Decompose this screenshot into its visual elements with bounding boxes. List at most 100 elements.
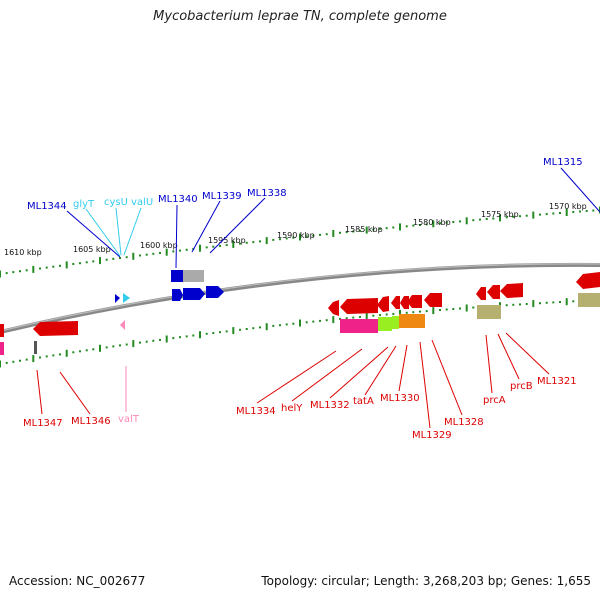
scale-dot <box>212 332 215 334</box>
scale-dot <box>472 219 475 222</box>
gene-left-edge-box[interactable] <box>0 342 4 355</box>
gene-ml1347-box[interactable] <box>34 341 37 354</box>
gene-label-prcb[interactable]: prcB <box>510 381 533 392</box>
gene-label-ml1346[interactable]: ML1346 <box>71 416 111 427</box>
gene-label-ml1340[interactable]: ML1340 <box>158 194 198 205</box>
gene-ml1330-box[interactable] <box>399 314 425 328</box>
scale-dot <box>552 212 555 215</box>
gene-ml1321-arrow[interactable] <box>500 283 523 298</box>
gene-left-edge[interactable] <box>0 324 4 337</box>
scale-dot <box>319 233 321 236</box>
genome-backbone-highlight <box>0 263 600 332</box>
scale-dot <box>5 272 8 275</box>
scale-dot <box>572 211 575 213</box>
scale-dot <box>112 257 115 260</box>
gene-ml1315-box[interactable] <box>578 293 600 307</box>
scale-dot <box>125 256 128 259</box>
gene-label-ml1315[interactable]: ML1315 <box>543 157 583 168</box>
scale-dot <box>419 310 421 313</box>
scale-dot <box>39 267 41 270</box>
scale-dot <box>525 214 528 217</box>
gene-gray-box[interactable] <box>183 270 204 282</box>
scale-dot <box>72 263 75 265</box>
genome-summary-text: Topology: circular; Length: 3,268,203 bp… <box>261 574 591 588</box>
gene-tata-arrow[interactable] <box>400 296 409 309</box>
scale-dot <box>525 303 528 305</box>
scale-dot <box>559 301 561 303</box>
scale-dot <box>145 340 148 343</box>
scale-dot <box>352 230 355 233</box>
gene-label-valu[interactable]: valU <box>131 197 153 208</box>
scale-dot <box>45 355 48 358</box>
scale-dot <box>79 262 81 265</box>
gene-hely-box[interactable] <box>378 317 392 331</box>
scale-dot <box>519 215 521 218</box>
trna-marker[interactable] <box>123 293 130 303</box>
gene-ml1334-box[interactable] <box>340 319 378 333</box>
gene-ml1338-arrow[interactable] <box>206 286 224 298</box>
scale-dot <box>325 319 328 322</box>
gene-prca-box[interactable] <box>477 305 501 319</box>
leader-lines <box>36 167 600 429</box>
gene-ml1339-arrow[interactable] <box>183 288 205 300</box>
scale-major-tick <box>0 270 1 278</box>
scale-label: 1570 kbp <box>549 202 587 211</box>
scale-dot <box>385 227 388 230</box>
gene-label-valt[interactable]: valT <box>118 414 140 425</box>
scale-dot <box>292 236 295 239</box>
gene-label-tata[interactable]: tatA <box>353 396 374 407</box>
gene-tata-box[interactable] <box>392 316 399 329</box>
gene-ml1346-arrow[interactable] <box>33 321 78 336</box>
scale-major-tick <box>432 307 435 315</box>
gene-label-ml1334[interactable]: ML1334 <box>236 406 276 417</box>
scale-dot <box>439 309 441 311</box>
gene-prcb-arrow[interactable] <box>487 285 500 299</box>
gene-label-ml1329[interactable]: ML1329 <box>412 430 452 441</box>
gene-label-ml1338[interactable]: ML1338 <box>247 188 287 199</box>
gene-ml1328-arrow[interactable] <box>424 293 442 307</box>
gene-ml1330-arrow[interactable] <box>407 295 422 308</box>
gene-hely-arrow[interactable] <box>377 296 389 312</box>
gene-ml1340-arrow[interactable] <box>172 289 183 301</box>
gene-label-cysu[interactable]: cysU <box>104 197 128 208</box>
gene-prca-arrow[interactable] <box>476 287 486 300</box>
scale-dot <box>505 304 508 307</box>
trna-valt-marker[interactable] <box>120 320 125 330</box>
gene-label-ml1332[interactable]: ML1332 <box>310 400 350 411</box>
gene-ml1332-arrow[interactable] <box>391 296 400 309</box>
gene-ml1334-arrow[interactable] <box>340 298 378 314</box>
trna-marker[interactable] <box>115 294 120 303</box>
gene-label-ml1344[interactable]: ML1344 <box>27 201 67 212</box>
scale-dot <box>579 210 581 213</box>
gene-ml1315-arrow[interactable] <box>576 272 600 289</box>
scale-dot <box>125 343 128 346</box>
scale-dot <box>145 253 148 256</box>
scale-dot <box>152 339 155 342</box>
scale-dot <box>592 209 595 212</box>
gene-label-prca[interactable]: prcA <box>483 395 506 406</box>
scale-dot <box>159 338 161 341</box>
gene-label-hely[interactable]: helY <box>281 403 303 414</box>
scale-dot <box>52 265 55 268</box>
scale-major-tick <box>499 214 501 222</box>
scale-dot <box>85 261 88 264</box>
accession-text: Accession: NC_002677 <box>9 574 146 588</box>
scale-major-tick <box>299 319 301 327</box>
scale-dot <box>312 234 315 237</box>
gene-ml1340-box[interactable] <box>171 270 183 282</box>
scale-track-bottom <box>0 296 600 368</box>
gene-label-ml1339[interactable]: ML1339 <box>202 191 242 202</box>
gene-label-ml1328[interactable]: ML1328 <box>444 417 484 428</box>
gene-label-ml1347[interactable]: ML1347 <box>23 418 63 429</box>
gene-label-ml1321[interactable]: ML1321 <box>537 376 577 387</box>
gene-label-ml1330[interactable]: ML1330 <box>380 393 420 404</box>
scale-dot <box>225 244 228 247</box>
scale-dot <box>105 346 108 349</box>
scale-dot <box>239 242 241 245</box>
gene-red-arrow[interactable] <box>328 300 339 316</box>
scale-major-tick <box>299 233 301 241</box>
scale-major-tick <box>532 211 535 219</box>
scale-dot <box>492 217 495 220</box>
gene-label-glyt[interactable]: glyT <box>73 199 95 210</box>
scale-major-tick <box>332 230 335 237</box>
